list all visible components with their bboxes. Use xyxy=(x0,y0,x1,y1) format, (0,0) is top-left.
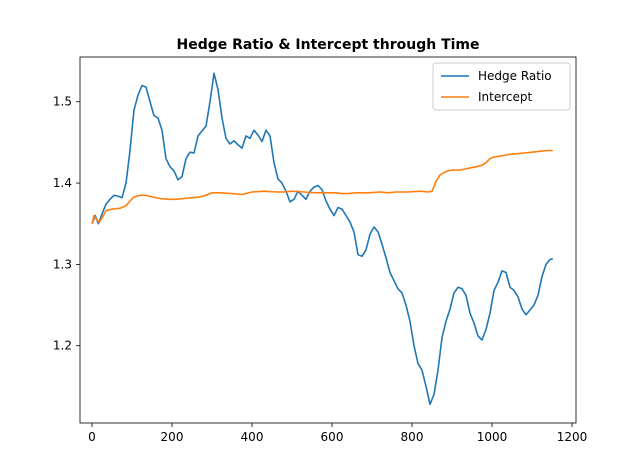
series-line-intercept xyxy=(91,149,553,224)
y-axis: 1.2 1.3 1.4 1.5 xyxy=(53,95,80,353)
y-tick-label: 1.5 xyxy=(53,95,72,109)
x-axis: 0 200 400 600 800 1000 1200 xyxy=(88,423,587,444)
x-tick-label: 1200 xyxy=(557,430,588,444)
plot-area xyxy=(79,56,577,424)
y-tick-label: 1.2 xyxy=(53,339,72,353)
x-tick-label: 0 xyxy=(88,430,96,444)
x-tick-label: 200 xyxy=(161,430,184,444)
axes-frame xyxy=(79,56,577,424)
legend-label: Intercept xyxy=(478,90,533,104)
y-tick-label: 1.3 xyxy=(53,257,72,271)
legend-box xyxy=(432,62,571,111)
series-layer xyxy=(91,72,554,406)
x-tick-label: 600 xyxy=(321,430,344,444)
x-tick-label: 800 xyxy=(401,430,424,444)
series-line-hedge-ratio xyxy=(91,72,554,406)
x-tick-label: 400 xyxy=(241,430,264,444)
x-tick-label: 1000 xyxy=(477,430,508,444)
chart-title: Hedge Ratio & Intercept through Time xyxy=(176,37,479,53)
legend-label: Hedge Ratio xyxy=(478,69,552,83)
legend: Hedge Ratio Intercept xyxy=(432,62,571,111)
y-tick-label: 1.4 xyxy=(53,176,72,190)
